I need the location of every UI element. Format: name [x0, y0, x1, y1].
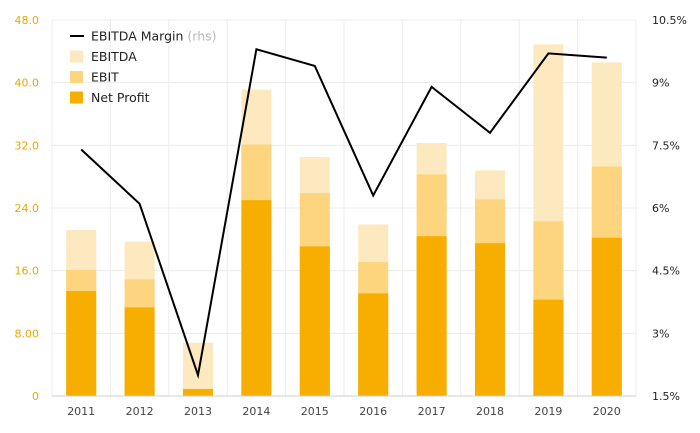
x-axis-tick-label: 2020: [593, 405, 621, 418]
bar-net-profit: [183, 388, 213, 396]
legend-label: EBIT: [91, 70, 119, 85]
right-axis-tick-label: 4.5%: [652, 265, 680, 278]
x-axis-tick-label: 2015: [301, 405, 329, 418]
right-axis-tick-label: 7.5%: [652, 139, 680, 152]
right-axis-tick-label: 6%: [652, 202, 669, 215]
bar-net-profit: [475, 243, 505, 396]
left-axis-tick-label: 0: [32, 390, 39, 403]
legend-label: Net Profit: [91, 90, 150, 105]
x-axis-tick-label: 2016: [359, 405, 387, 418]
left-axis-tick-label: 24.0: [15, 202, 40, 215]
right-axis-tick-label: 9%: [652, 77, 669, 90]
legend-box-swatch: [70, 50, 83, 63]
margin-line-layer: [80, 47, 607, 380]
x-axis-tick-label: 2013: [184, 405, 212, 418]
left-axis-tick-label: 32.0: [15, 139, 40, 152]
legend-label-suffix: (rhs): [187, 29, 216, 44]
bars: [66, 44, 622, 397]
bar-net-profit: [66, 291, 97, 396]
bar-net-profit: [591, 237, 622, 396]
bar-net-profit: [358, 293, 389, 396]
right-axis-tick-label: 10.5%: [652, 14, 687, 27]
legend-box-swatch: [70, 91, 83, 104]
legend: EBITDA Margin (rhs) EBITDA EBIT Net Profit: [70, 29, 217, 105]
legend-label: EBITDA Margin (rhs): [91, 29, 217, 44]
bar-net-profit: [533, 299, 564, 396]
bar-ebitda: [183, 342, 213, 396]
x-axis-tick-label: 2014: [242, 405, 270, 418]
left-axis-tick-label: 16.0: [15, 265, 40, 278]
x-axis-tick-label: 2011: [67, 405, 95, 418]
bar-net-profit: [241, 200, 272, 396]
left-axis-tick-label: 48.0: [15, 14, 40, 27]
axes: 0 8.00 16.0 24.0 32.0 40.0 48.0 1.5% 3% 4.5% 6% 7.5…: [15, 14, 687, 418]
right-axis-tick-label: 3%: [652, 327, 669, 340]
bar-net-profit: [124, 307, 155, 396]
bar-net-profit: [416, 236, 447, 396]
legend-box-swatch: [70, 71, 83, 83]
right-axis-tick-label: 1.5%: [652, 390, 680, 403]
legend-label: EBITDA: [91, 49, 137, 64]
bar-net-profit: [299, 246, 330, 396]
ebitda-margin-line: [80, 47, 607, 380]
left-axis-tick-label: 8.00: [15, 327, 40, 340]
x-axis-tick-label: 2012: [126, 405, 154, 418]
gridlines: [51, 19, 637, 396]
x-axis-tick-label: 2019: [534, 405, 562, 418]
left-axis-tick-label: 40.0: [15, 77, 40, 90]
x-axis-tick-label: 2018: [476, 405, 504, 418]
x-axis-tick-label: 2017: [418, 405, 446, 418]
